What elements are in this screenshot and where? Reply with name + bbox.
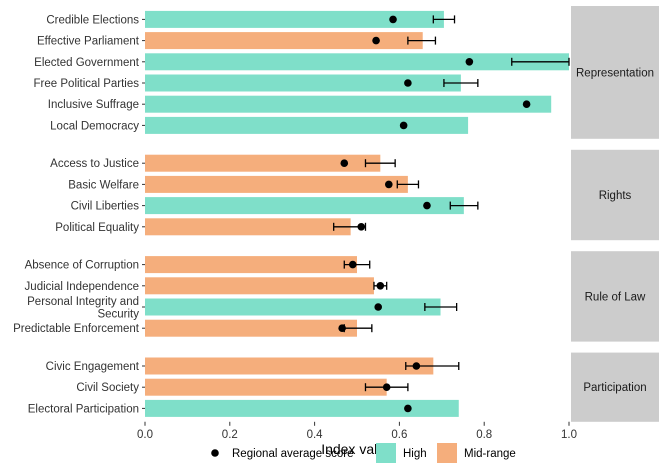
facet-strip-label: Rule of Law: [585, 291, 646, 303]
bar-civil-society: [145, 378, 387, 396]
legend-label: Regional average score: [232, 448, 353, 460]
bar-access-to-justice: [145, 154, 381, 172]
bar-political-equality: [145, 218, 351, 236]
x-tick-label: 0.2: [222, 429, 238, 441]
category-label-inclusive-suffrage: Inclusive Suffrage: [48, 99, 139, 111]
facet-representation: Representation Credible Elections Effectiv…: [34, 6, 659, 139]
avg-point-inclusive-suffrage: [522, 100, 531, 108]
facet-rule-of-law: Rule of Law Absence of Corruption Judicial…: [13, 251, 659, 342]
bar-local-democracy: [145, 116, 469, 134]
avg-point-civil-society: [382, 383, 391, 392]
legend-item-high: High: [376, 443, 427, 463]
avg-point-civic-engagement: [412, 362, 421, 370]
facet-strip: [571, 6, 659, 139]
category-label-political-equality: Political Equality: [55, 222, 139, 234]
avg-point-effective-parliament: [372, 36, 380, 45]
avg-point-local-democracy: [399, 121, 408, 130]
bar-free-political-parties: [145, 74, 461, 92]
category-label-personal-integrity-and-security: Personal Integrity and Security: [27, 296, 139, 321]
bar-personal-integrity-and-security: [145, 298, 441, 316]
category-label-effective-parliament: Effective Parliament: [37, 36, 140, 48]
category-label-local-democracy: Local Democracy: [50, 120, 139, 132]
bar-effective-parliament: [145, 32, 423, 50]
legend-item-mid-range: Mid-range: [437, 443, 516, 463]
avg-point-predictable-enforcement: [338, 324, 346, 333]
bar-credible-elections: [145, 10, 444, 28]
legend-swatch: [376, 443, 396, 463]
facet-strip: [571, 251, 659, 342]
avg-point-access-to-justice: [340, 159, 349, 167]
avg-point-political-equality: [357, 223, 366, 231]
x-tick-label: 1.0: [561, 429, 577, 441]
x-tick-label: 0.8: [476, 429, 492, 441]
avg-point-elected-government: [465, 58, 474, 66]
avg-point-judicial-independence: [376, 282, 385, 290]
legend-label: High: [403, 448, 427, 460]
category-label-credible-elections: Credible Elections: [46, 14, 139, 26]
category-label-basic-welfare: Basic Welfare: [68, 179, 139, 191]
avg-point-personal-integrity-and-security: [374, 303, 383, 311]
legend-label: Mid-range: [464, 448, 516, 460]
bar-judicial-independence: [145, 277, 374, 295]
x-tick-label: 0.6: [391, 429, 407, 441]
avg-point-basic-welfare: [385, 180, 393, 189]
category-label-absence-of-corruption: Absence of Corruption: [25, 260, 139, 272]
panel-background: [145, 6, 569, 139]
x-axis: 0.0 0.2 0.4 0.6 0.8 1.0: [137, 421, 577, 441]
bar-electoral-participation: [145, 399, 459, 417]
avg-point-absence-of-corruption: [348, 260, 357, 269]
facet-strip-label: Participation: [583, 382, 646, 394]
facet-participation: Participation Civic Engagement Civil Socie…: [28, 352, 659, 422]
category-label-civic-engagement: Civic Engagement: [46, 361, 140, 373]
category-label-access-to-justice: Access to Justice: [50, 158, 139, 170]
bar-inclusive-suffrage: [145, 95, 552, 113]
legend-item-regional-average: Regional average score: [211, 448, 353, 460]
facet-strip-label: Rights: [599, 190, 632, 202]
bar-absence-of-corruption: [145, 256, 357, 274]
facet-panels: Representation Credible Elections Effectiv…: [13, 6, 659, 422]
avg-point-free-political-parties: [404, 79, 412, 87]
x-tick-label: 0.4: [307, 429, 324, 441]
bar-elected-government: [145, 53, 569, 71]
bar-civil-liberties: [145, 197, 464, 215]
facet-strip: [571, 352, 659, 422]
category-label-elected-government: Elected Government: [34, 57, 140, 69]
legend-swatch: [437, 443, 457, 463]
legend-point-key: [211, 449, 219, 457]
category-label-predictable-enforcement: Predictable Enforcement: [13, 323, 140, 335]
category-label-judicial-independence: Judicial Independence: [25, 281, 139, 293]
category-label-electoral-participation: Electoral Participation: [28, 403, 139, 415]
avg-point-civil-liberties: [423, 201, 431, 210]
facet-strip: [571, 149, 659, 241]
bar-predictable-enforcement: [145, 319, 357, 337]
category-label-civil-liberties: Civil Liberties: [71, 201, 140, 213]
avg-point-credible-elections: [389, 15, 397, 24]
facet-strip-label: Representation: [576, 67, 654, 79]
legend: Regional average score High Mid-range: [211, 443, 516, 463]
facet-rights: Rights Access to Justice Basic Welfare Civi…: [50, 149, 659, 241]
avg-point-electoral-participation: [404, 404, 412, 413]
category-label-civil-society: Civil Society: [76, 382, 139, 394]
category-label-free-political-parties: Free Political Parties: [34, 78, 140, 90]
x-tick-label: 0.0: [137, 429, 153, 441]
bar-basic-welfare: [145, 175, 408, 193]
x-axis-title: Index value: [321, 441, 393, 457]
bar-civic-engagement: [145, 357, 434, 375]
